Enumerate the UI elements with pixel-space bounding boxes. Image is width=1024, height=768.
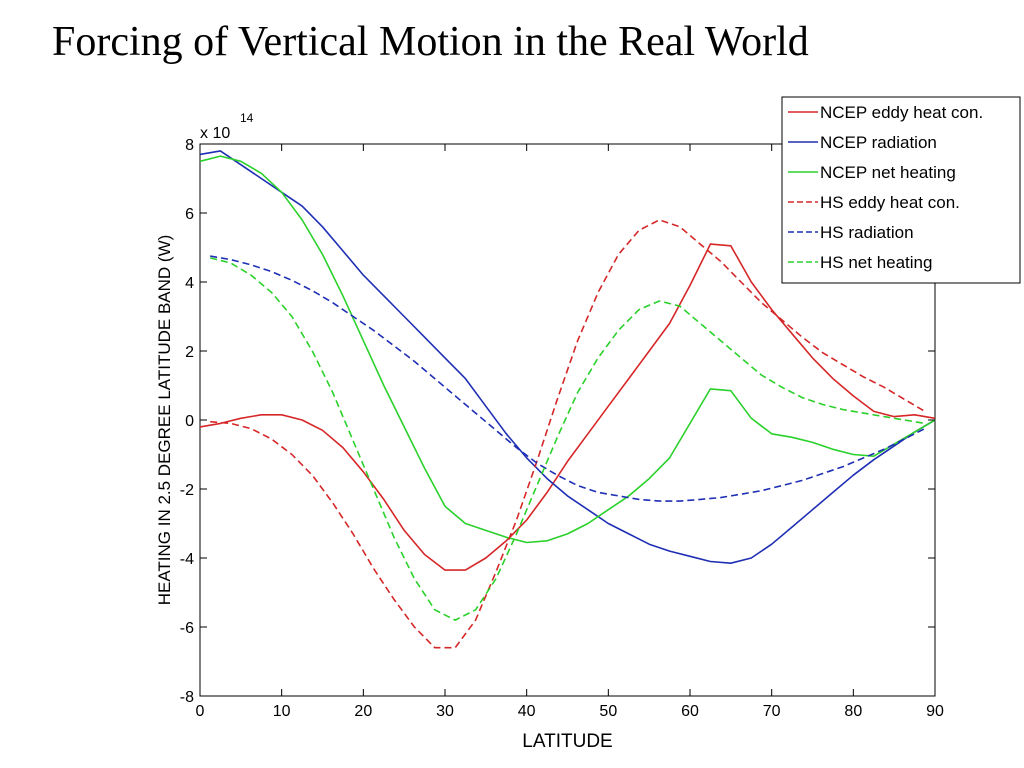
y-tick-label: -2 <box>180 482 194 499</box>
x-tick-label: 30 <box>436 703 454 720</box>
series-line-hs-net-heating <box>210 257 925 621</box>
x-axis-label: LATITUDE <box>522 731 612 752</box>
x-tick-label: 80 <box>844 703 862 720</box>
x-tick-label: 50 <box>599 703 617 720</box>
y-tick-label: -8 <box>180 689 194 706</box>
legend-entry-label: NCEP net heating <box>820 163 956 182</box>
series-lines <box>199 150 936 649</box>
x-tick-label: 60 <box>681 703 699 720</box>
legend-entry-label: HS net heating <box>820 253 932 272</box>
y-tick-label: 4 <box>185 275 194 292</box>
y-tick-label: 0 <box>185 413 194 430</box>
slide-title: Forcing of Vertical Motion in the Real W… <box>52 19 809 65</box>
y-tick-label: -4 <box>180 551 194 568</box>
y-axis-label: HEATING IN 2.5 DEGREE LATITUDE BAND (W) <box>155 235 174 606</box>
y-tick-label: 6 <box>185 206 194 223</box>
series-line-ncep-net-heating <box>199 155 936 544</box>
series-line-ncep-radiation <box>199 150 936 564</box>
legend-entry-label: NCEP radiation <box>820 133 937 152</box>
x-tick-label: 70 <box>763 703 781 720</box>
x-tick-label: 0 <box>196 703 205 720</box>
axis-ticks: 0 10 20 30 40 50 60 70 80 90 -8 -6 -4 -2 0 2 4 6 8 <box>180 137 944 720</box>
legend-box <box>781 96 1021 284</box>
y-axis-exponent-power: 14 <box>240 111 254 125</box>
series-line-ncep-eddy-heat-con <box>199 243 936 571</box>
y-tick-label: 8 <box>185 137 194 154</box>
series-line-hs-eddy-heat-con <box>210 219 926 649</box>
x-tick-label: 40 <box>518 703 536 720</box>
x-tick-label: 20 <box>354 703 372 720</box>
x-tick-label: 10 <box>273 703 291 720</box>
legend-entry-label: NCEP eddy heat con. <box>820 103 983 122</box>
y-tick-label: 2 <box>185 344 194 361</box>
y-axis-exponent-base: x 10 <box>200 125 230 142</box>
legend: NCEP eddy heat con. NCEP radiation NCEP ne… <box>781 96 1021 284</box>
legend-entry-label: HS radiation <box>820 223 914 242</box>
y-tick-label: -6 <box>180 620 194 637</box>
x-tick-label: 90 <box>926 703 944 720</box>
legend-entry-label: HS eddy heat con. <box>820 193 960 212</box>
